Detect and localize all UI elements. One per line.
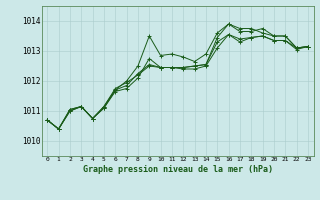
X-axis label: Graphe pression niveau de la mer (hPa): Graphe pression niveau de la mer (hPa): [83, 165, 273, 174]
